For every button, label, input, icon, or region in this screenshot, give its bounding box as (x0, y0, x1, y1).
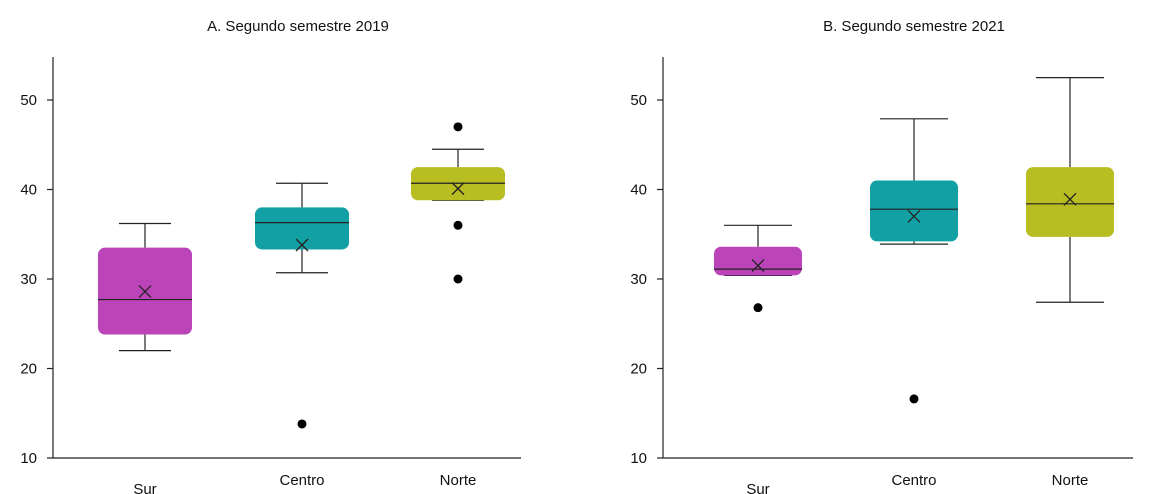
box-plots (714, 77, 1114, 404)
mean-marker-stroke (1063, 192, 1077, 206)
y-tick-label: 20 (630, 361, 647, 378)
box-centro (255, 182, 349, 429)
x-category-label: Sur (746, 481, 769, 494)
box-norte (411, 122, 505, 284)
mean-marker (907, 209, 921, 223)
y-tick-label: 10 (630, 450, 647, 467)
chart-title: B. Segundo semestre 2021 (823, 18, 1005, 35)
iqr-box (1026, 167, 1114, 237)
mean-marker-stroke (451, 182, 465, 196)
iqr-box (255, 207, 349, 250)
mean-marker (451, 182, 465, 196)
box-centro (870, 118, 958, 404)
box-sur (98, 222, 192, 352)
y-ticks: 10 20 30 40 50 (630, 92, 663, 467)
mean-marker-stroke (295, 238, 309, 252)
outlier-point (453, 274, 463, 284)
x-category-label: Norte (1052, 472, 1089, 489)
chart-panel-b: B. Segundo semestre 2021 10 20 30 40 50 Sur C… (630, 18, 1133, 494)
outlier-point (909, 394, 919, 404)
x-category-label: Norte (440, 472, 477, 489)
y-tick-label: 40 (630, 182, 647, 199)
x-category-label: Centro (891, 472, 936, 489)
y-tick-label: 40 (20, 182, 37, 199)
box-norte (1026, 77, 1114, 303)
y-tick-label: 10 (20, 450, 37, 467)
box-sur (714, 224, 802, 313)
x-category-labels: Sur Centro Norte (746, 472, 1088, 494)
y-tick-label: 50 (630, 92, 647, 109)
x-category-label: Centro (279, 472, 324, 489)
iqr-box (870, 180, 958, 242)
y-tick-label: 50 (20, 92, 37, 109)
box-plots (98, 122, 505, 429)
y-tick-label: 30 (20, 271, 37, 288)
y-tick-label: 20 (20, 361, 37, 378)
outlier-point (753, 303, 763, 313)
mean-marker (751, 259, 765, 273)
mean-marker-stroke (907, 209, 921, 223)
outlier-point (297, 419, 307, 429)
chart-title: A. Segundo semestre 2019 (207, 18, 389, 35)
y-ticks: 10 20 30 40 50 (20, 92, 53, 467)
outlier-point (453, 220, 463, 230)
mean-marker (138, 285, 152, 298)
mean-marker (295, 238, 309, 252)
mean-marker-stroke (138, 285, 152, 298)
mean-marker (1063, 192, 1077, 206)
x-category-labels: Sur Centro Norte (133, 472, 476, 494)
outlier-point (453, 122, 463, 132)
x-category-label: Sur (133, 481, 156, 494)
iqr-box (714, 246, 802, 276)
y-tick-label: 30 (630, 271, 647, 288)
mean-marker-stroke (751, 259, 765, 273)
chart-panel-a: A. Segundo semestre 2019 10 20 30 40 50 Sur C… (20, 18, 521, 494)
